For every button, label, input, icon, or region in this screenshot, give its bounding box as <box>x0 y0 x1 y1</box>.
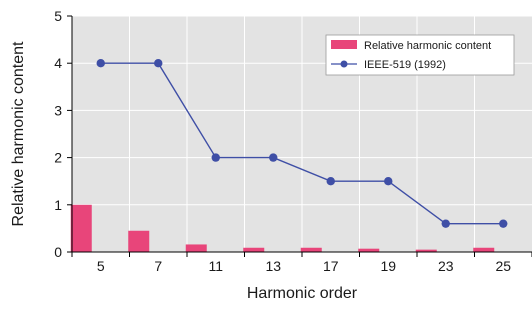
x-tick-label: 19 <box>380 258 396 274</box>
x-tick-label: 25 <box>495 258 511 274</box>
bar <box>415 249 437 252</box>
bar <box>300 247 322 252</box>
legend-box <box>325 34 515 76</box>
line-point <box>96 59 105 68</box>
bar <box>70 204 92 252</box>
line-point <box>326 177 335 186</box>
legend-bar-swatch <box>331 40 357 49</box>
bar <box>243 247 265 252</box>
legend-line-marker <box>340 60 348 68</box>
line-point <box>211 153 220 162</box>
x-tick-label: 11 <box>208 258 223 274</box>
line-series <box>96 59 508 228</box>
y-tick-label: 2 <box>54 150 62 166</box>
x-tick-label: 13 <box>265 258 281 274</box>
y-axis-title: Relative harmonic content <box>10 41 27 227</box>
axes <box>67 15 532 257</box>
x-tick-label: 17 <box>323 258 339 274</box>
line-point <box>384 177 393 186</box>
y-tick-label: 0 <box>54 244 62 260</box>
x-tick-label: 5 <box>97 258 105 274</box>
bar <box>128 230 150 252</box>
series-line <box>100 62 504 225</box>
line-point <box>441 219 450 228</box>
y-tick-label: 1 <box>54 197 62 213</box>
grid-lines <box>72 15 532 252</box>
y-tick-label: 5 <box>54 8 62 24</box>
legend-bar-label: Relative harmonic content <box>364 40 491 52</box>
bar <box>185 244 207 252</box>
bar <box>473 247 495 252</box>
x-tick-label: 23 <box>438 258 454 274</box>
bar-series <box>70 204 495 252</box>
line-point <box>269 153 278 162</box>
line-point <box>154 59 163 68</box>
line-point <box>499 219 508 228</box>
x-tick-label: 7 <box>154 258 162 274</box>
x-axis-title: Harmonic order <box>247 285 358 302</box>
legend: Relative harmonic content IEEE-519 (1992… <box>325 34 515 76</box>
y-tick-label: 4 <box>54 55 62 71</box>
legend-line-label: IEEE-519 (1992) <box>364 59 446 71</box>
bar <box>358 248 380 252</box>
y-tick-label: 3 <box>54 102 62 118</box>
